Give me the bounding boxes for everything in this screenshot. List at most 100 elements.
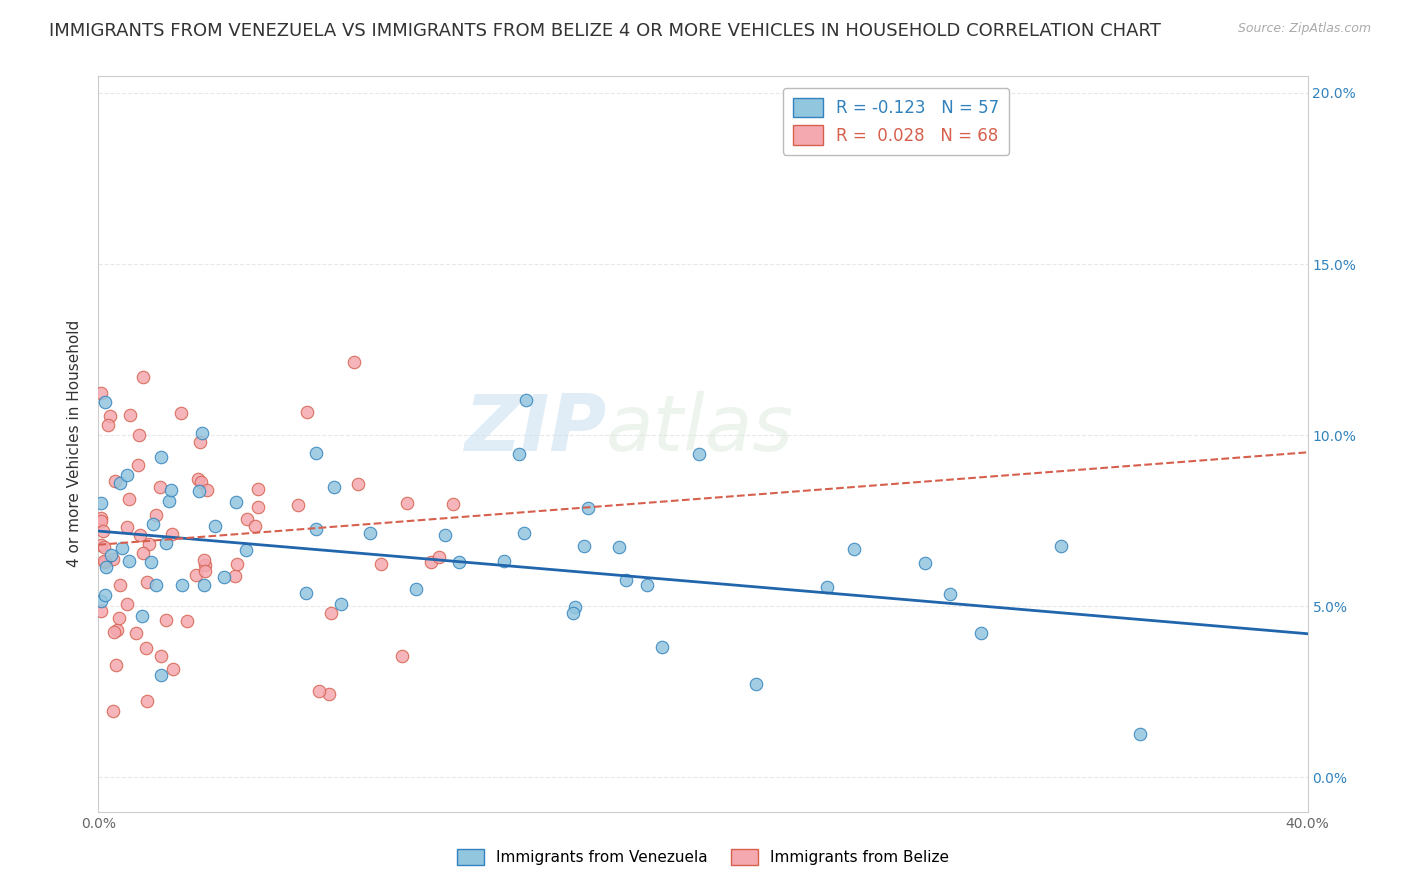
Point <box>135 640 157 655</box>
Point <box>322 480 344 494</box>
Point <box>515 392 537 407</box>
Point <box>184 567 207 582</box>
Point <box>359 526 381 541</box>
Point <box>127 458 149 472</box>
Point <box>149 481 172 495</box>
Legend: R = -0.123   N = 57, R =  0.028   N = 68: R = -0.123 N = 57, R = 0.028 N = 68 <box>783 87 1010 154</box>
Point <box>247 500 270 515</box>
Point <box>115 597 138 611</box>
Point <box>235 543 257 558</box>
Point <box>115 520 138 534</box>
Point <box>94 560 117 574</box>
Point <box>651 640 673 655</box>
Point <box>100 548 122 562</box>
Point <box>188 434 211 449</box>
Legend: Immigrants from Venezuela, Immigrants from Belize: Immigrants from Venezuela, Immigrants fr… <box>450 843 956 871</box>
Point <box>136 693 159 707</box>
Point <box>321 606 343 620</box>
Point <box>688 447 710 461</box>
Point <box>190 425 212 440</box>
Point <box>294 585 316 599</box>
Point <box>970 625 993 640</box>
Point <box>93 555 115 569</box>
Point <box>97 418 120 433</box>
Point <box>170 578 193 592</box>
Point <box>419 555 441 569</box>
Text: atlas: atlas <box>606 391 794 467</box>
Point <box>295 404 318 418</box>
Point <box>214 570 236 584</box>
Point <box>101 552 124 566</box>
Point <box>170 406 193 420</box>
Point <box>607 540 630 554</box>
Point <box>236 512 259 526</box>
Point <box>330 597 353 611</box>
Point <box>136 574 159 589</box>
Point <box>225 558 247 572</box>
Point <box>204 518 226 533</box>
Point <box>111 541 134 555</box>
Text: ZIP: ZIP <box>464 391 606 467</box>
Point <box>90 604 112 618</box>
Point <box>118 554 141 568</box>
Point <box>396 496 419 510</box>
Point <box>187 483 209 498</box>
Point <box>145 508 167 522</box>
Point <box>90 594 112 608</box>
Point <box>150 667 173 681</box>
Point <box>745 676 768 690</box>
Point <box>305 446 328 460</box>
Point <box>90 514 112 528</box>
Point <box>1050 539 1073 553</box>
Point <box>576 501 599 516</box>
Point <box>93 588 115 602</box>
Point <box>150 450 173 465</box>
Point <box>93 540 115 554</box>
Point <box>138 537 160 551</box>
Text: IMMIGRANTS FROM VENEZUELA VS IMMIGRANTS FROM BELIZE 4 OR MORE VEHICLES IN HOUSEH: IMMIGRANTS FROM VENEZUELA VS IMMIGRANTS … <box>49 22 1161 40</box>
Point <box>157 493 180 508</box>
Point <box>155 536 177 550</box>
Point <box>195 483 218 497</box>
Point <box>193 578 215 592</box>
Point <box>139 555 162 569</box>
Point <box>105 657 128 672</box>
Point <box>405 582 427 597</box>
Point <box>90 538 112 552</box>
Point <box>513 525 536 540</box>
Point <box>104 474 127 488</box>
Point <box>90 386 112 401</box>
Point <box>449 555 471 569</box>
Point <box>193 553 215 567</box>
Point <box>572 539 595 553</box>
Point <box>190 475 212 490</box>
Point <box>318 687 340 701</box>
Point <box>103 625 125 640</box>
Point <box>105 623 128 637</box>
Point <box>815 580 838 594</box>
Y-axis label: 4 or more Vehicles in Household: 4 or more Vehicles in Household <box>67 320 83 567</box>
Point <box>108 611 131 625</box>
Point <box>125 625 148 640</box>
Point <box>194 564 217 578</box>
Point <box>187 471 209 485</box>
Point <box>305 523 328 537</box>
Point <box>93 554 115 568</box>
Point <box>91 524 114 538</box>
Point <box>155 613 177 627</box>
Point <box>194 558 217 573</box>
Text: Source: ZipAtlas.com: Source: ZipAtlas.com <box>1237 22 1371 36</box>
Point <box>108 475 131 490</box>
Point <box>308 683 330 698</box>
Point <box>159 483 181 497</box>
Point <box>441 497 464 511</box>
Point <box>162 662 184 676</box>
Point <box>128 528 150 542</box>
Point <box>938 587 960 601</box>
Point <box>150 649 173 664</box>
Point <box>614 573 637 587</box>
Point <box>108 577 131 591</box>
Point <box>343 355 366 369</box>
Point <box>433 528 456 542</box>
Point <box>508 447 530 461</box>
